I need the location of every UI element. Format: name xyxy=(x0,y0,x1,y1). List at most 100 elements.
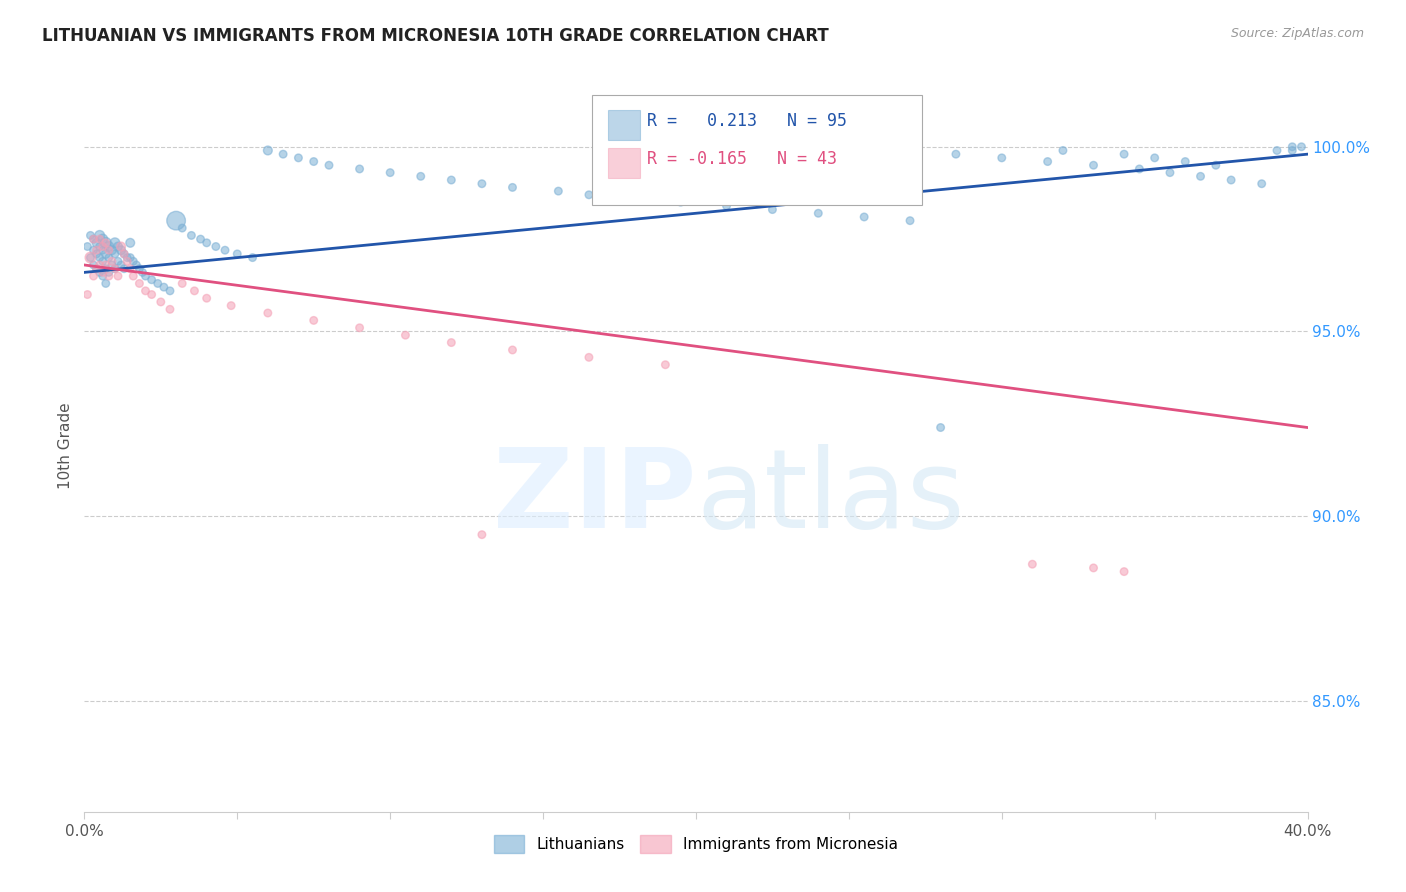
Point xyxy=(97,268,120,283)
Point xyxy=(394,328,416,343)
Point xyxy=(1205,158,1227,172)
Text: ZIP: ZIP xyxy=(492,443,696,550)
FancyBboxPatch shape xyxy=(592,95,922,204)
Point xyxy=(131,265,153,279)
Point xyxy=(128,277,150,291)
Point xyxy=(471,527,494,541)
Point xyxy=(79,228,101,243)
Point xyxy=(128,261,150,276)
Point xyxy=(853,210,876,224)
Point xyxy=(97,244,120,258)
Point xyxy=(91,239,114,253)
Point xyxy=(104,261,127,276)
Point xyxy=(502,343,524,357)
Point xyxy=(409,169,432,184)
Point xyxy=(89,232,111,246)
Point xyxy=(180,228,202,243)
Point xyxy=(159,284,181,298)
Point xyxy=(1052,144,1074,158)
Text: R = -0.165   N = 43: R = -0.165 N = 43 xyxy=(647,150,837,168)
Point xyxy=(271,147,294,161)
Point xyxy=(97,239,120,253)
Point xyxy=(135,284,157,298)
Point xyxy=(302,154,325,169)
Point xyxy=(83,244,105,258)
Point xyxy=(761,202,783,217)
Point xyxy=(79,251,101,265)
Point xyxy=(190,232,212,246)
Point xyxy=(287,151,309,165)
Point xyxy=(716,199,738,213)
Point xyxy=(94,247,117,261)
Point xyxy=(149,294,172,309)
Point xyxy=(97,265,120,279)
Point xyxy=(94,258,117,272)
Point xyxy=(110,239,132,253)
Point xyxy=(141,273,163,287)
Text: R =   0.213   N = 95: R = 0.213 N = 95 xyxy=(647,112,846,129)
Point xyxy=(115,251,138,265)
Point xyxy=(94,261,117,276)
Point xyxy=(97,251,120,265)
Point xyxy=(242,251,264,265)
Point xyxy=(135,268,157,283)
Point xyxy=(349,161,371,176)
Point xyxy=(1083,158,1105,172)
Point xyxy=(1128,161,1150,176)
Point xyxy=(183,284,205,298)
Point xyxy=(1174,154,1197,169)
Y-axis label: 10th Grade: 10th Grade xyxy=(58,402,73,490)
Point xyxy=(79,251,101,265)
Point xyxy=(302,313,325,327)
Point xyxy=(471,177,494,191)
Point xyxy=(578,187,600,202)
Text: LITHUANIAN VS IMMIGRANTS FROM MICRONESIA 10TH GRADE CORRELATION CHART: LITHUANIAN VS IMMIGRANTS FROM MICRONESIA… xyxy=(42,27,830,45)
Point xyxy=(165,213,187,227)
Point xyxy=(1114,565,1136,579)
Point xyxy=(86,261,108,276)
Point xyxy=(89,228,111,243)
Point xyxy=(257,306,280,320)
Point xyxy=(122,254,145,268)
Point xyxy=(110,258,132,272)
Point xyxy=(112,247,135,261)
Point xyxy=(945,147,967,161)
Point xyxy=(440,173,463,187)
Text: Source: ZipAtlas.com: Source: ZipAtlas.com xyxy=(1230,27,1364,40)
Point xyxy=(1281,144,1303,158)
Point xyxy=(86,247,108,261)
Point xyxy=(898,213,921,227)
Point xyxy=(578,351,600,365)
Point xyxy=(440,335,463,350)
Point xyxy=(1143,151,1166,165)
FancyBboxPatch shape xyxy=(607,147,640,178)
Point xyxy=(159,302,181,317)
Point xyxy=(547,184,569,198)
Point xyxy=(86,261,108,276)
Point xyxy=(654,358,676,372)
Point xyxy=(94,235,117,250)
Point xyxy=(122,268,145,283)
Point xyxy=(669,195,692,210)
Point xyxy=(83,232,105,246)
Point xyxy=(1114,147,1136,161)
Point xyxy=(219,299,242,313)
Point xyxy=(318,158,340,172)
Point xyxy=(83,268,105,283)
Point xyxy=(172,221,194,235)
Text: atlas: atlas xyxy=(696,443,965,550)
Point xyxy=(104,247,127,261)
Point xyxy=(1265,144,1288,158)
Point xyxy=(112,247,135,261)
Point xyxy=(146,277,169,291)
Point xyxy=(991,151,1014,165)
FancyBboxPatch shape xyxy=(607,110,640,140)
Point xyxy=(929,420,952,434)
Point xyxy=(1189,169,1212,184)
Point xyxy=(115,254,138,268)
Point xyxy=(624,192,647,206)
Point xyxy=(380,166,402,180)
Legend: Lithuanians, Immigrants from Micronesia: Lithuanians, Immigrants from Micronesia xyxy=(488,829,904,859)
Point xyxy=(205,239,228,253)
Point xyxy=(1159,166,1181,180)
